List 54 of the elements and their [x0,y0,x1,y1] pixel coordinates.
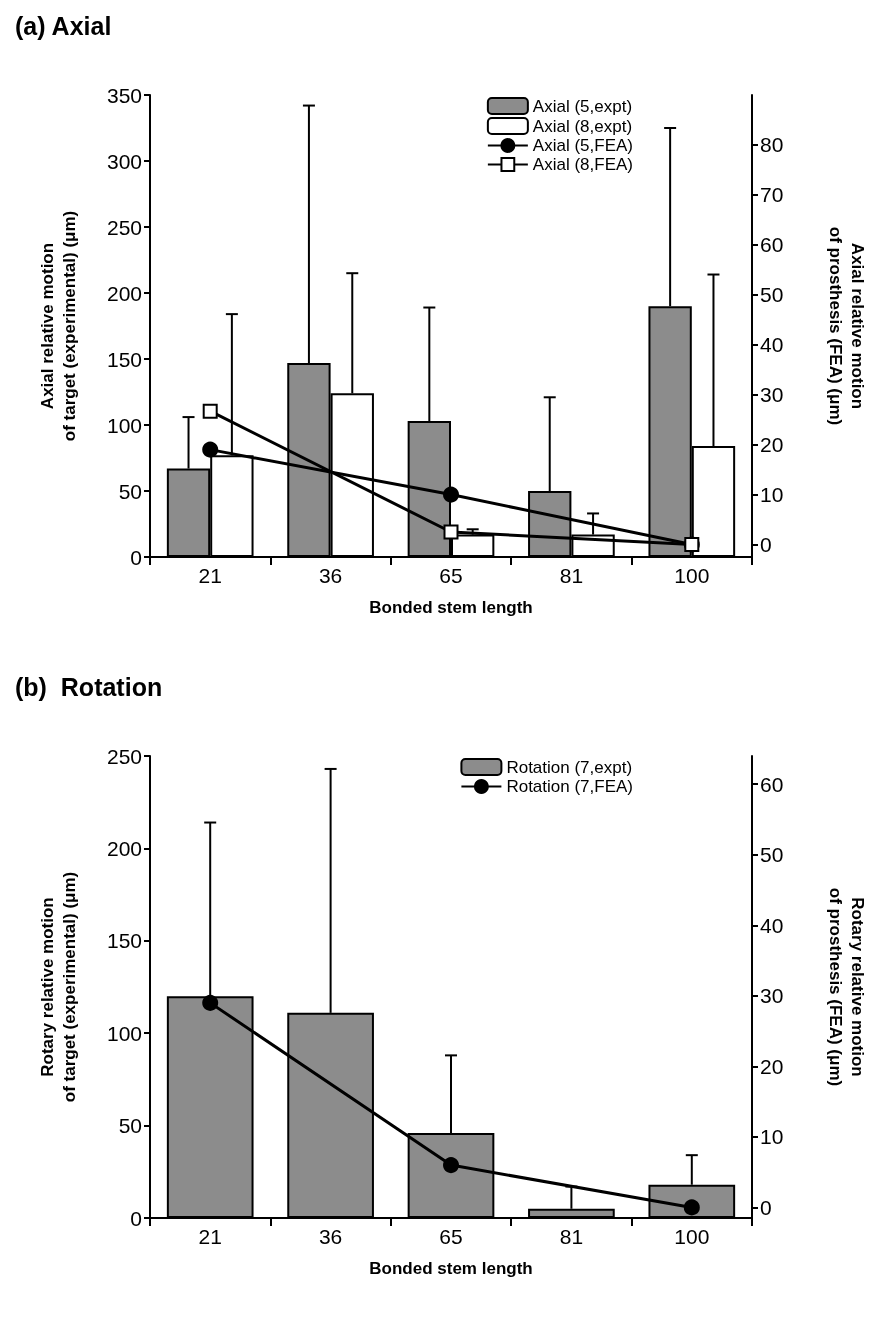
y-tick-label: 50 [118,479,142,503]
y2-tick-label: 40 [760,333,784,357]
y-axis-title: Rotary relative motion of target (experimental) (μm) [37,871,79,1103]
y2-tick-label: 50 [760,843,784,867]
y-tick-label: 0 [130,1206,142,1230]
y-tick-label: 350 [106,83,142,107]
legend-label: Axial (5,expt) [532,96,633,116]
x-tick-label: 100 [674,564,710,587]
y2-tick-label: 0 [760,533,772,557]
x-tick-label: 21 [198,564,222,587]
x-axis-title: Bonded stem length [369,598,533,617]
x-tick-label: 36 [318,1225,343,1248]
y2-tick-label: 20 [760,433,784,457]
y2-tick-label: 40 [760,913,784,937]
y2-axis-title: Rotary relative motion of prosthesis (FEA) (μm) [825,887,867,1087]
y-tick-label: 200 [106,281,142,305]
y-tick-label: 100 [106,413,142,437]
y2-tick-label: 0 [760,1195,772,1219]
x-tick-label: 36 [318,564,343,587]
y-tick-label: 150 [106,347,142,371]
y2-tick-label: 50 [760,283,784,307]
y2-tick-label: 60 [760,233,784,257]
y-tick-label: 250 [106,744,142,768]
y2-tick-label: 10 [760,483,784,507]
y2-tick-label: 70 [760,183,784,207]
legend-label: Axial (8,FEA) [532,155,634,174]
y-tick-label: 150 [106,929,142,953]
y2-tick-label: 80 [760,133,784,157]
y2-tick-label: 10 [760,1125,784,1149]
legend-label: Rotation (7,expt) [506,757,633,777]
x-tick-label: 65 [439,1225,463,1248]
y2-axis-title: Axial relative motion of prosthesis (FEA) (μm) [825,226,867,426]
x-tick-label: 65 [439,564,463,587]
legend-label: Axial (8,expt) [532,116,633,136]
y-tick-label: 100 [106,1021,142,1045]
x-tick-label: 81 [559,564,584,587]
legend-label: Rotation (7,FEA) [506,777,634,796]
y-axis-title: Axial relative motion of target (experimental) (μm) [37,210,79,442]
x-axis-title: Bonded stem length [369,1259,533,1278]
y-tick-label: 50 [118,1114,142,1138]
x-tick-label: 100 [674,1225,710,1248]
y2-tick-label: 20 [760,1054,784,1078]
y2-tick-label: 30 [760,383,784,407]
y-tick-label: 250 [106,215,142,239]
x-tick-label: 81 [559,1225,584,1248]
y2-tick-label: 30 [760,984,784,1008]
y-tick-label: 300 [106,149,142,173]
x-tick-label: 21 [198,1225,222,1248]
chart-title: (a) Axial [15,11,112,40]
y-tick-label: 200 [106,836,142,860]
legend-label: Axial (5,FEA) [532,136,634,155]
y2-tick-label: 60 [760,772,784,796]
y-tick-label: 0 [130,545,142,569]
chart-title: (b) Rotation [15,672,163,701]
